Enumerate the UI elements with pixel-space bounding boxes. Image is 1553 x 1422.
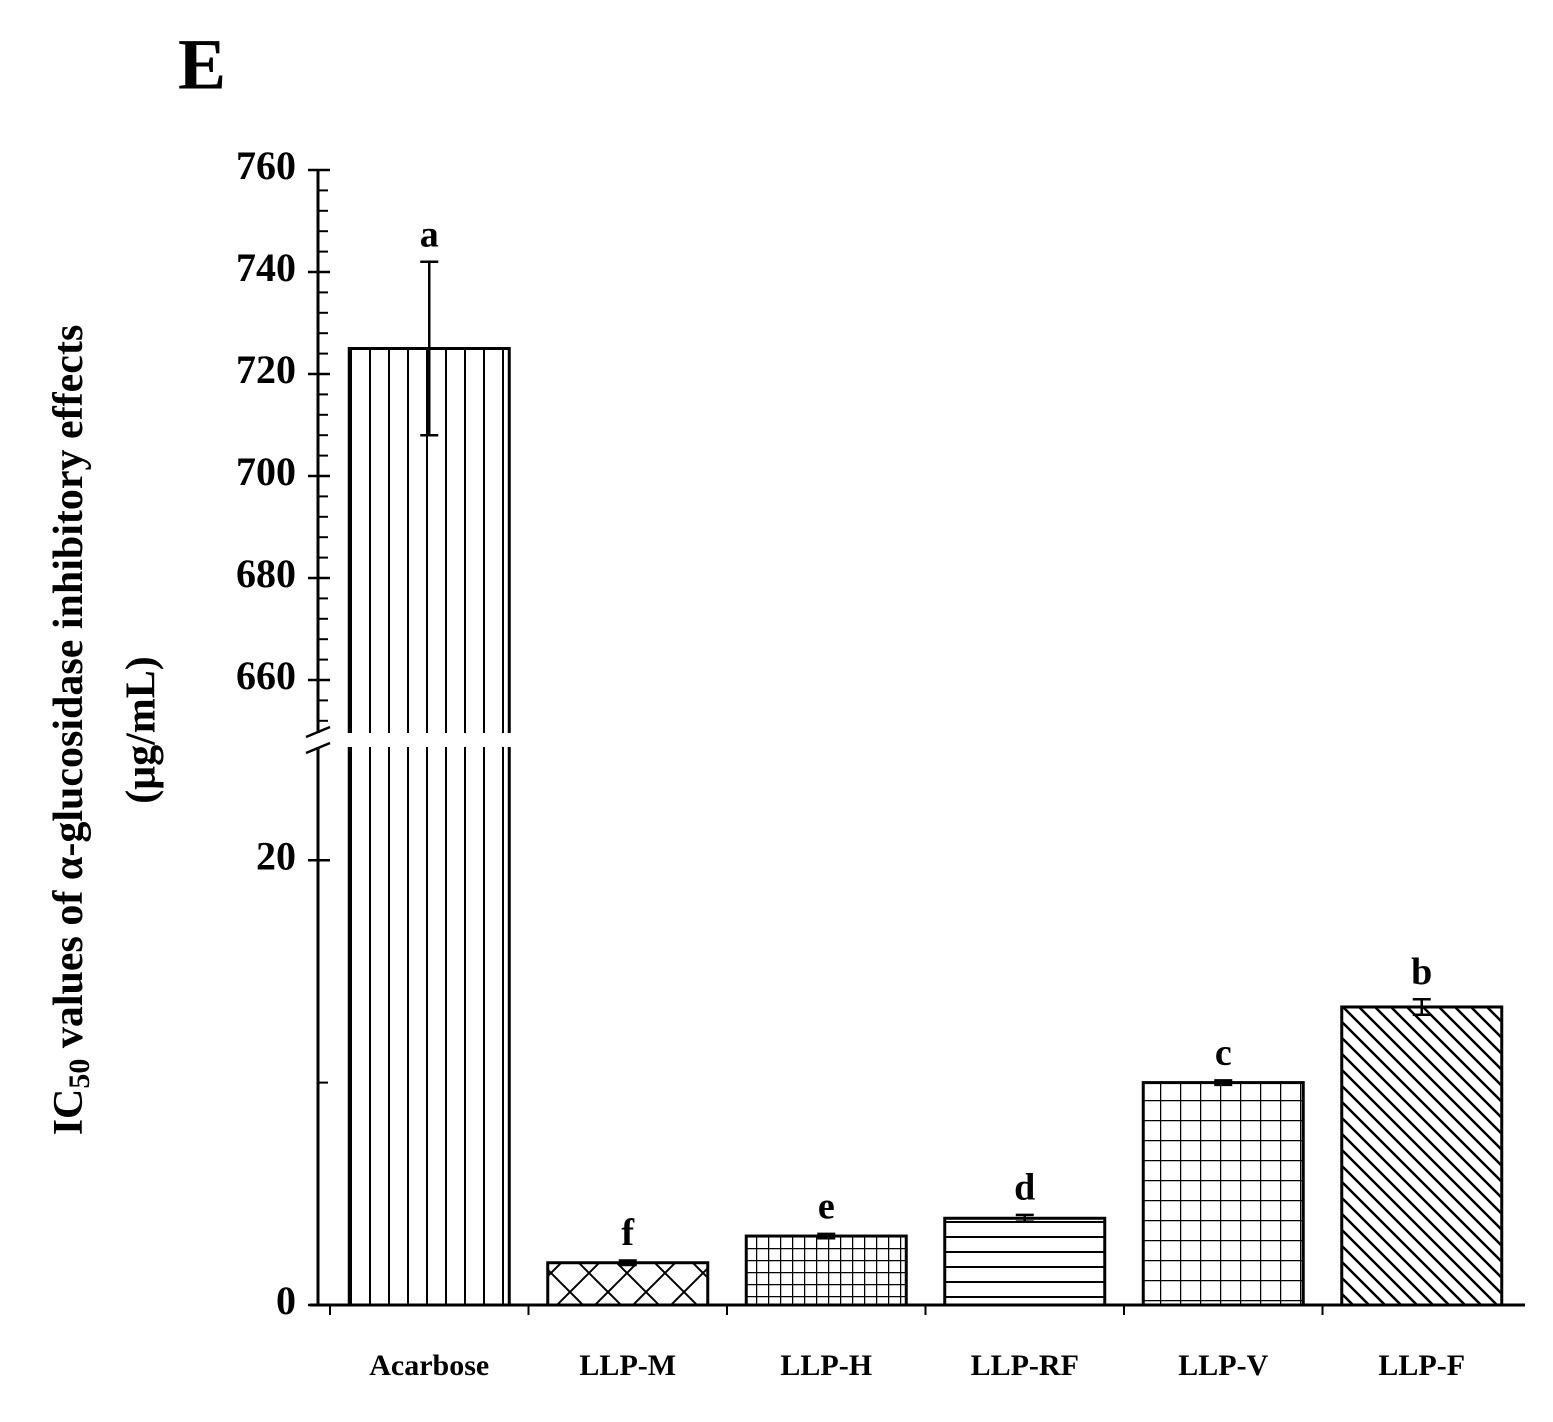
y-tick-label: 700 bbox=[236, 449, 296, 494]
significance-letter: a bbox=[420, 214, 439, 256]
panel-label: E bbox=[178, 25, 226, 105]
x-tick-label: Acarbose bbox=[369, 1349, 489, 1382]
y-tick-label: 660 bbox=[236, 653, 296, 698]
x-tick-label: LLP-H bbox=[780, 1349, 872, 1382]
x-tick-label: LLP-RF bbox=[971, 1349, 1079, 1382]
y-tick-label: 720 bbox=[236, 347, 296, 392]
bar bbox=[1141, 1081, 1305, 1307]
significance-letter: c bbox=[1215, 1032, 1232, 1074]
axis-break-mark bbox=[305, 725, 331, 755]
bar bbox=[1340, 1005, 1504, 1307]
significance-letter: e bbox=[818, 1186, 835, 1228]
y-tick-label: 680 bbox=[236, 551, 296, 596]
x-tick-label: LLP-F bbox=[1378, 1349, 1465, 1382]
y-tick-label: 740 bbox=[236, 245, 296, 290]
bar bbox=[546, 1261, 710, 1307]
y-tick-label: 0 bbox=[276, 1278, 296, 1323]
bar bbox=[744, 1234, 908, 1307]
y-axis-unit: (μg/mL) bbox=[119, 656, 165, 803]
y-axis-label: IC50 values of α-glucosidase inhibitory … bbox=[46, 325, 96, 1136]
bar bbox=[943, 1216, 1107, 1307]
x-tick-label: LLP-V bbox=[1178, 1349, 1268, 1382]
x-tick-label: LLP-M bbox=[579, 1349, 676, 1382]
significance-letter: f bbox=[621, 1212, 635, 1254]
bar bbox=[347, 347, 511, 1307]
significance-letter: b bbox=[1411, 951, 1432, 993]
y-tick-label: 20 bbox=[256, 833, 296, 878]
y-tick-label: 760 bbox=[236, 143, 296, 188]
significance-letter: d bbox=[1014, 1167, 1035, 1209]
axis-break-gap bbox=[303, 733, 1530, 747]
